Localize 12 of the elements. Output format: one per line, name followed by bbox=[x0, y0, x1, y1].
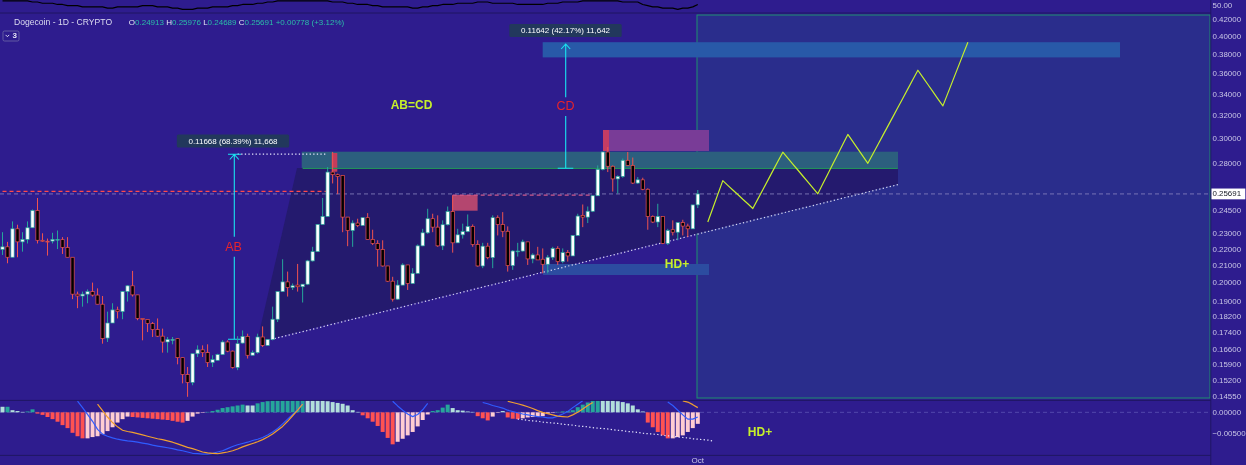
collapse-button: 3 bbox=[2, 30, 20, 42]
annotation: CD bbox=[556, 99, 575, 113]
annotation: HD+ bbox=[747, 425, 773, 439]
annotation: 0.11642 (42.17%) 11,642 bbox=[520, 26, 611, 35]
annotation: 3 bbox=[12, 31, 18, 41]
annotation: AB bbox=[225, 239, 242, 254]
annotation: 0.11668 (68.39%) 11,668 bbox=[188, 136, 279, 146]
annotation: AB=CD bbox=[390, 97, 433, 112]
text: Dogecoin - 1D - CRYPTO bbox=[14, 17, 113, 28]
text: O0.24913 H0.25976 L0.24689 C0.25691 +0.00778 (+3.12%) bbox=[128, 17, 345, 27]
x-tick-label: Oct bbox=[691, 455, 705, 465]
annotation: HD+ bbox=[664, 256, 690, 271]
